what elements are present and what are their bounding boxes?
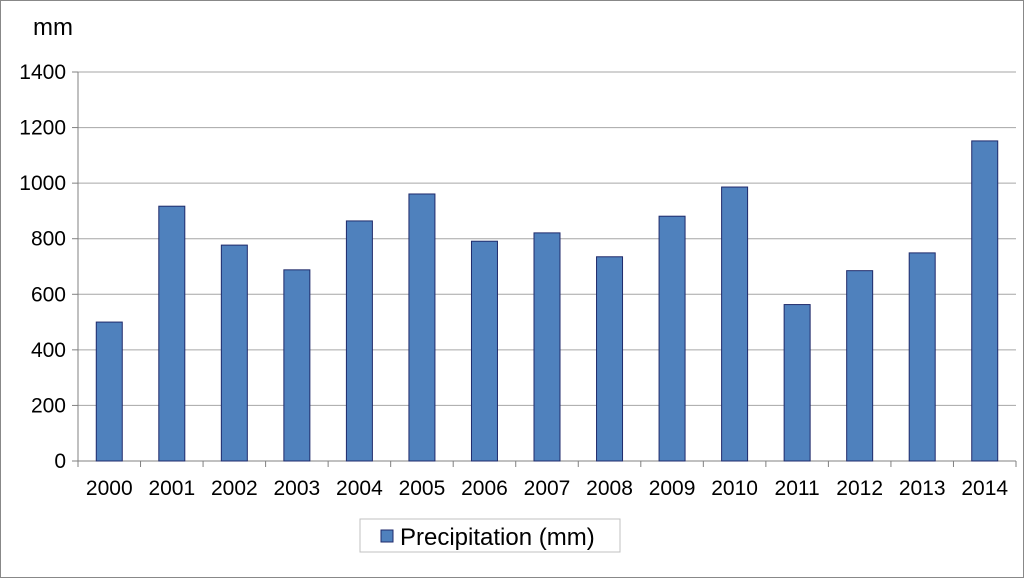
- y-tick-label: 200: [31, 394, 66, 417]
- x-tick-label: 2006: [461, 477, 508, 500]
- bar-2002: [220, 244, 248, 462]
- legend-swatch: [380, 529, 394, 543]
- bar-2005: [408, 193, 436, 462]
- bar-2012: [846, 270, 874, 462]
- bar-2014: [971, 140, 999, 462]
- y-axis-unit-label: mm: [33, 14, 73, 41]
- x-tick-label: 2000: [86, 477, 133, 500]
- x-tick-label: 2011: [775, 477, 820, 500]
- bar-2009: [658, 215, 686, 462]
- x-tick-label: 2007: [524, 477, 571, 500]
- x-tick-label: 2005: [399, 477, 446, 500]
- bar-2000: [95, 321, 123, 462]
- bar-2004: [345, 220, 373, 462]
- bars: [95, 140, 999, 462]
- y-tick-label: 400: [31, 339, 66, 362]
- bar-2003: [283, 269, 311, 462]
- y-tick-label: 0: [54, 450, 66, 473]
- y-tick-label: 1400: [19, 61, 66, 84]
- legend-label: Precipitation (mm): [400, 524, 595, 551]
- bar-2010: [721, 186, 749, 462]
- x-tick-labels: 2000 2001 2002 2003 2004 2005 2006 2007 2008 2009…: [86, 477, 1009, 500]
- x-tick-label: 2003: [274, 477, 321, 500]
- bar-2013: [908, 252, 936, 462]
- x-tick-label: 2001: [148, 477, 195, 500]
- x-tick-label: 2009: [649, 477, 696, 500]
- bar-2001: [158, 205, 186, 462]
- y-tick-label: 1200: [19, 117, 66, 140]
- legend: Precipitation (mm): [359, 518, 621, 553]
- x-tick-label: 2010: [711, 477, 758, 500]
- y-tick-label: 1000: [19, 172, 66, 195]
- x-tick-label: 2004: [336, 477, 383, 500]
- bar-2008: [596, 256, 624, 462]
- y-tick-label: 600: [31, 283, 66, 306]
- x-tick-label: 2012: [836, 477, 883, 500]
- y-tick-labels: 0 200 400 600 800 1000 1200 1400: [19, 61, 66, 473]
- legend-box: [359, 518, 621, 553]
- bar-2007: [533, 232, 561, 462]
- x-tick-label: 2008: [586, 477, 633, 500]
- x-tick-label: 2014: [961, 477, 1008, 500]
- x-tick-label: 2002: [211, 477, 258, 500]
- bar-2006: [470, 240, 498, 462]
- bar-2011: [783, 304, 811, 462]
- y-tick-label: 800: [31, 228, 66, 251]
- x-tick-label: 2013: [899, 477, 946, 500]
